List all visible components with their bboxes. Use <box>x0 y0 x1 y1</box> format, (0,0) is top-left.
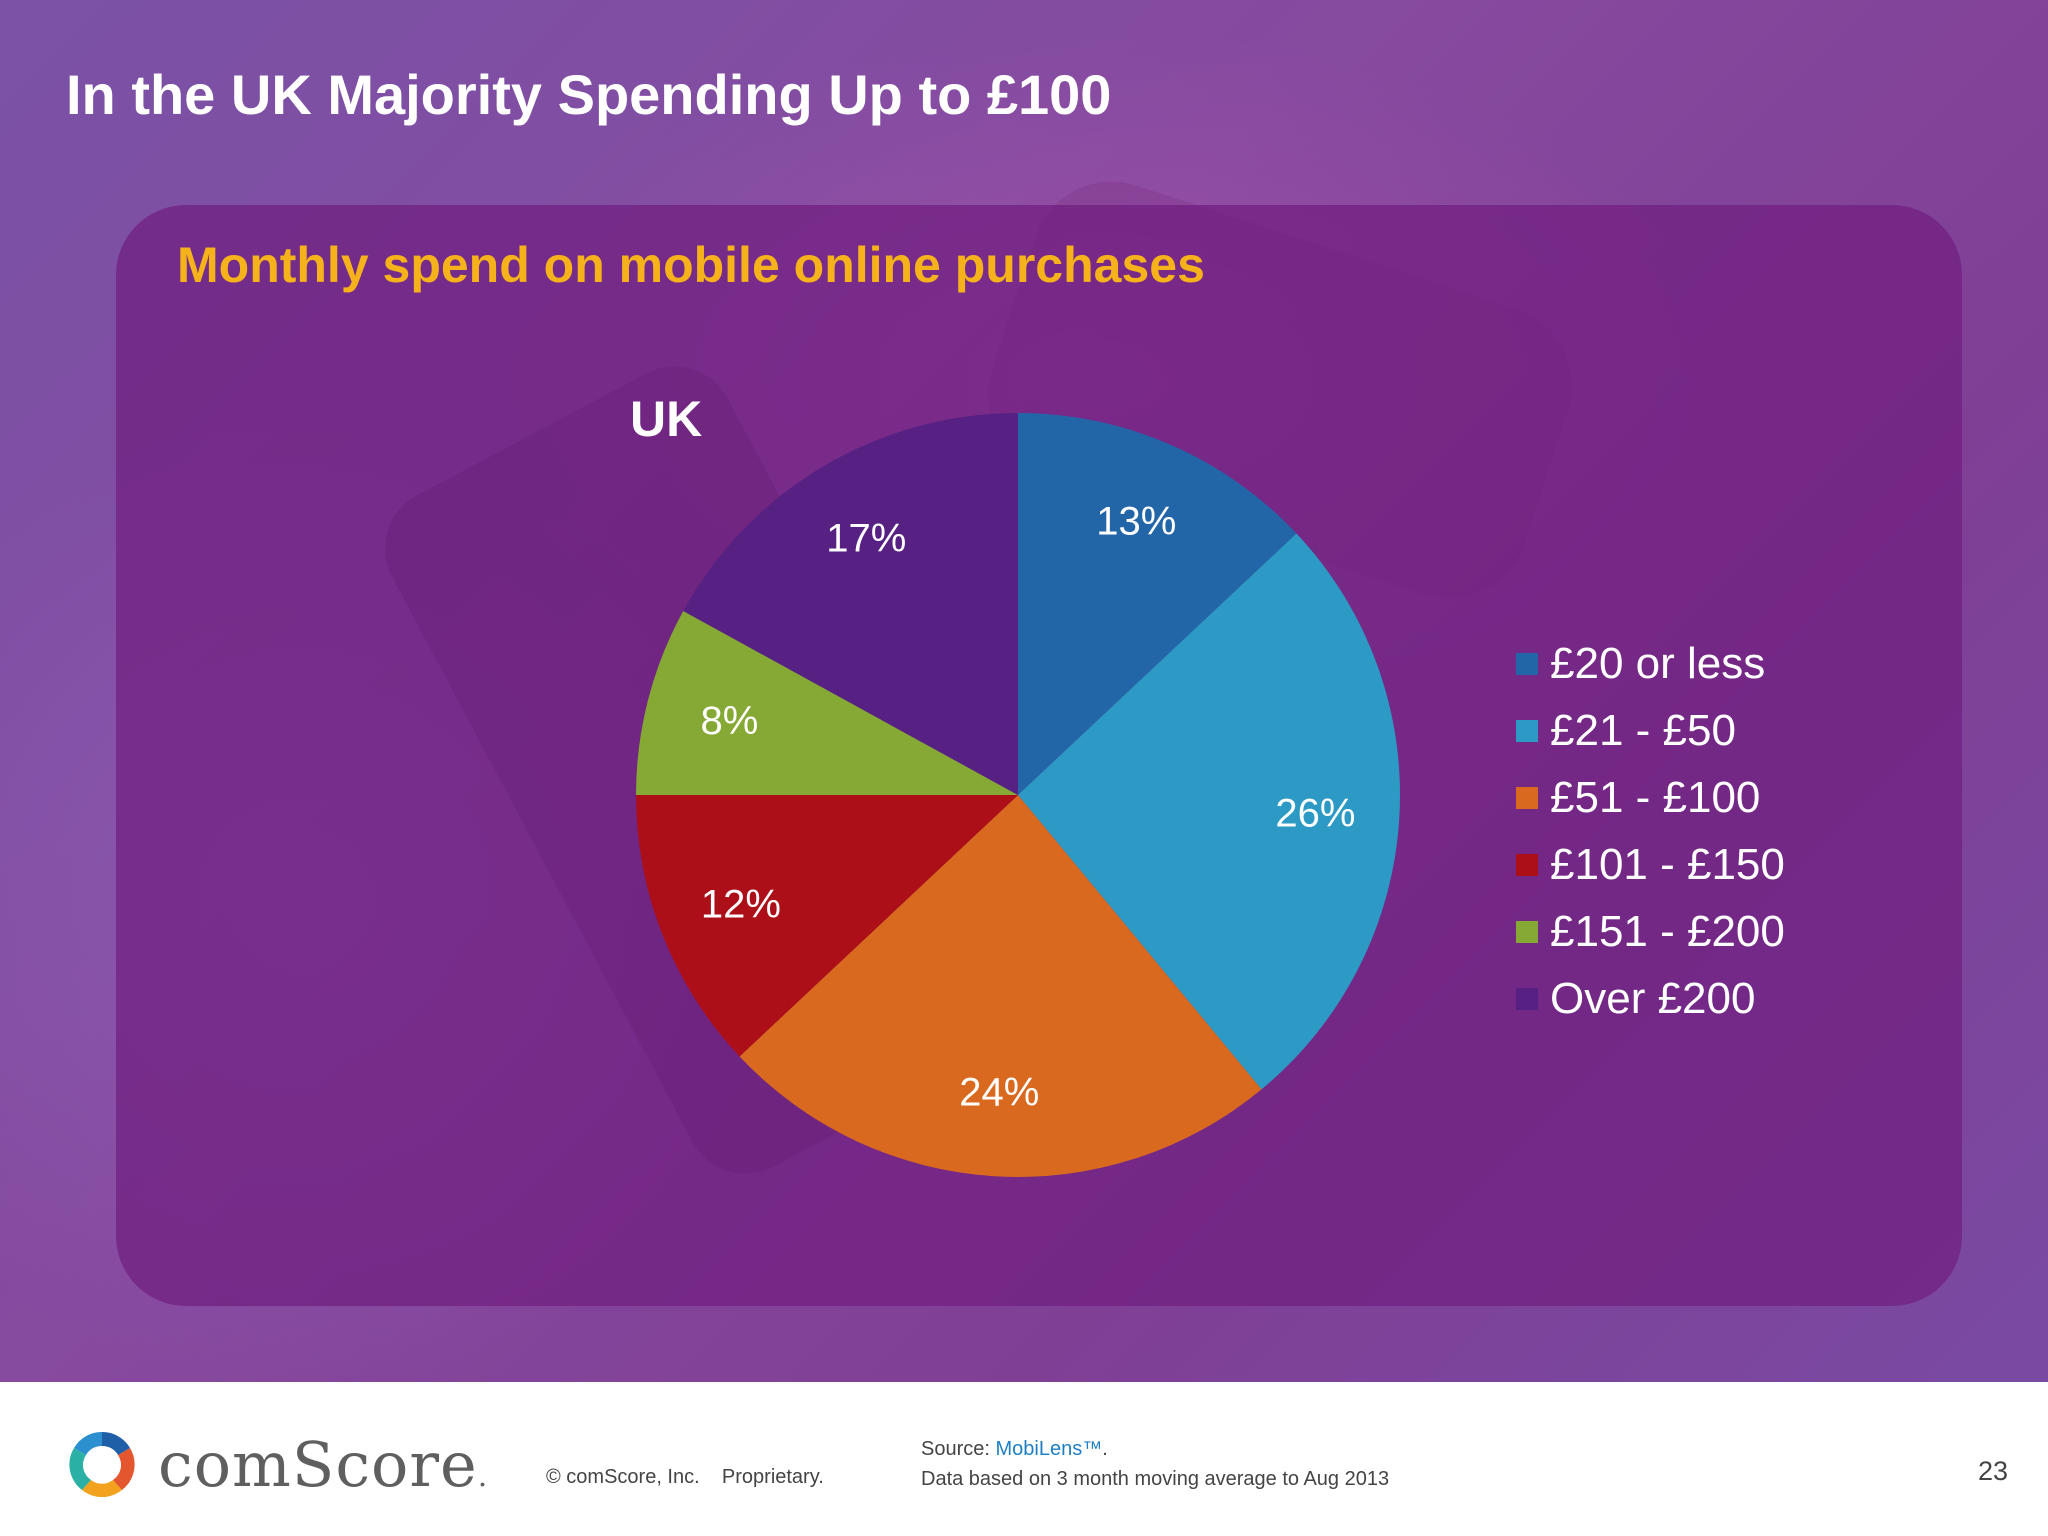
legend-item: Over £200 <box>1516 965 1876 1032</box>
legend-label: £101 - £150 <box>1550 839 1785 889</box>
legend-swatch <box>1516 987 1538 1010</box>
pie-chart: 13% 26% 24% 12% 8% 17% <box>636 413 1400 1177</box>
legend-label: Over £200 <box>1550 973 1756 1023</box>
slice-data-label: 12% <box>701 883 781 927</box>
legend-item: £151 - £200 <box>1516 898 1876 965</box>
source-link[interactable]: MobiLens™ <box>995 1438 1103 1460</box>
slice-data-label: 26% <box>1275 792 1355 836</box>
legend-swatch <box>1516 920 1538 943</box>
legend-item: £51 - £100 <box>1516 764 1876 831</box>
legend-label: £20 or less <box>1550 638 1766 688</box>
chart-legend: £20 or less £21 - £50 £51 - £100 £101 - £15… <box>1516 630 1876 1032</box>
slice-data-label: 24% <box>959 1070 1039 1114</box>
legend-swatch <box>1516 853 1538 876</box>
chart-subtitle: Monthly spend on mobile online purchases <box>177 237 1205 293</box>
legend-label: £21 - £50 <box>1550 705 1736 755</box>
source-line: Source: MobiLens™. <box>921 1438 1108 1460</box>
slice-data-label: 17% <box>826 517 906 561</box>
legend-label: £151 - £200 <box>1550 906 1785 956</box>
slice-data-label: 13% <box>1096 500 1176 544</box>
source-data-note: Data based on 3 month moving average to … <box>921 1468 1390 1490</box>
chart-title: UK <box>630 391 703 447</box>
slice-data-label: 8% <box>700 699 758 743</box>
comscore-logo-icon <box>69 1431 135 1498</box>
pie-slice <box>683 413 1018 795</box>
legend-item: £21 - £50 <box>1516 697 1876 764</box>
legend-swatch <box>1516 652 1538 675</box>
pie-slice <box>636 795 1018 1057</box>
pie-slice <box>739 795 1262 1177</box>
pie-slice <box>636 610 1018 795</box>
pie-slice <box>1018 413 1297 795</box>
slide-title: In the UK Majority Spending Up to £100 <box>66 63 1112 126</box>
legend-swatch <box>1516 786 1538 809</box>
pie-slice <box>1018 533 1400 1090</box>
legend-swatch <box>1516 719 1538 742</box>
legend-item: £20 or less <box>1516 630 1876 697</box>
source-note: Source: MobiLens™. Data based on 3 month… <box>921 1434 1389 1494</box>
legend-item: £101 - £150 <box>1516 831 1876 898</box>
page-number: 23 <box>1978 1456 2009 1486</box>
footer <box>0 1382 2048 1536</box>
brand-name: comScore. <box>158 1428 489 1501</box>
legend-label: £51 - £100 <box>1550 772 1761 822</box>
copyright-text: © comScore, Inc. Proprietary. <box>546 1466 824 1488</box>
